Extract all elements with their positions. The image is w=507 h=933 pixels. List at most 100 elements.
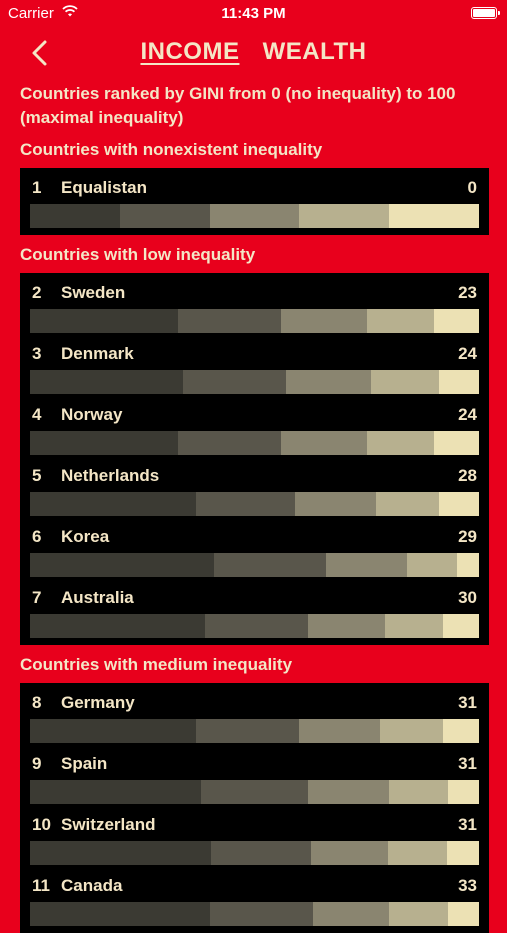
income-distribution-bar	[30, 553, 479, 577]
country-row[interactable]: 1 Equalistan 0	[30, 172, 479, 229]
country-row[interactable]: 2 Sweden 23	[30, 277, 479, 334]
income-distribution-bar	[30, 492, 479, 516]
quintile-segment-1	[30, 553, 215, 577]
nav-bar: INCOME WEALTH	[0, 28, 507, 78]
quintile-segment-4	[366, 431, 435, 455]
gini-value: 33	[458, 876, 477, 895]
income-distribution-bar	[30, 719, 479, 743]
quintile-segment-4	[366, 309, 435, 333]
quintile-segment-5	[443, 719, 479, 743]
quintile-segment-5	[443, 614, 479, 638]
country-rank: 1	[32, 178, 42, 197]
country-group: 8 Germany 31 9 Spain 31 10 Switzerland 31 11 Canad…	[20, 683, 489, 933]
quintile-segment-1	[30, 492, 197, 516]
quintile-segment-4	[389, 780, 448, 804]
country-name: Norway	[61, 405, 123, 424]
quintile-segment-3	[285, 370, 372, 394]
country-row[interactable]: 8 Germany 31	[30, 687, 479, 744]
quintile-segment-1	[30, 841, 212, 865]
back-chevron-icon[interactable]	[26, 38, 54, 68]
country-group: 2 Sweden 23 3 Denmark 24 4 Norway 24 5 Netherlands…	[20, 273, 489, 645]
quintile-segment-5	[447, 841, 479, 865]
quintile-segment-4	[384, 614, 444, 638]
quintile-segment-3	[299, 719, 381, 743]
country-row[interactable]: 10 Switzerland 31	[30, 809, 479, 866]
country-rank: 5	[32, 466, 42, 485]
status-time: 11:43 PM	[221, 5, 286, 22]
country-rank: 9	[32, 754, 42, 773]
country-row[interactable]: 3 Denmark 24	[30, 338, 479, 395]
country-name: Switzerland	[61, 815, 156, 834]
country-header: 3 Denmark 24	[30, 342, 479, 366]
quintile-segment-4	[407, 553, 457, 577]
country-header: 8 Germany 31	[30, 691, 479, 715]
country-header: 1 Equalistan 0	[30, 176, 479, 200]
country-rank: 6	[32, 527, 42, 546]
quintile-segment-1	[30, 719, 197, 743]
status-bar: Carrier 11:43 PM	[0, 0, 507, 28]
quintile-segment-2	[196, 719, 300, 743]
country-header: 9 Spain 31	[30, 752, 479, 776]
gini-value: 24	[458, 405, 477, 424]
country-name: Spain	[61, 754, 108, 773]
tab-bar: INCOME WEALTH	[0, 38, 507, 66]
quintile-segment-5	[389, 204, 479, 228]
income-distribution-bar	[30, 614, 479, 638]
country-header: 7 Australia 30	[30, 586, 479, 610]
country-row[interactable]: 4 Norway 24	[30, 399, 479, 456]
country-header: 5 Netherlands 28	[30, 464, 479, 488]
country-rank: 3	[32, 344, 42, 363]
country-rank: 7	[32, 588, 42, 607]
battery-icon	[471, 7, 500, 19]
country-row[interactable]: 5 Netherlands 28	[30, 460, 479, 517]
income-distribution-bar	[30, 841, 479, 865]
country-row[interactable]: 7 Australia 30	[30, 582, 479, 639]
country-name: Australia	[61, 588, 134, 607]
quintile-segment-5	[438, 370, 479, 394]
quintile-segment-3	[281, 431, 367, 455]
income-distribution-bar	[30, 204, 479, 228]
country-header: 4 Norway 24	[30, 403, 479, 427]
quintile-segment-2	[178, 431, 282, 455]
quintile-segment-5	[438, 492, 479, 516]
gini-value: 30	[458, 588, 477, 607]
country-header: 11 Canada 33	[30, 874, 479, 898]
gini-value: 24	[458, 344, 477, 363]
quintile-segment-5	[447, 780, 479, 804]
gini-value: 31	[458, 754, 477, 773]
country-rank: 11	[32, 876, 50, 895]
country-group: 1 Equalistan 0	[20, 168, 489, 235]
tab-income[interactable]: INCOME	[140, 38, 240, 65]
country-name: Netherlands	[61, 466, 160, 485]
section-title: Countries with nonexistent inequality	[20, 140, 323, 159]
country-row[interactable]: 9 Spain 31	[30, 748, 479, 805]
gini-value: 0	[467, 178, 477, 197]
country-row[interactable]: 11 Canada 33	[30, 870, 479, 927]
quintile-segment-3	[308, 780, 390, 804]
country-header: 6 Korea 29	[30, 525, 479, 549]
country-header: 10 Switzerland 31	[30, 813, 479, 837]
gini-value: 31	[458, 815, 477, 834]
tab-wealth[interactable]: WEALTH	[262, 38, 367, 65]
quintile-segment-4	[389, 902, 448, 926]
quintile-segment-2	[211, 841, 312, 865]
gini-value: 23	[458, 283, 477, 302]
gini-value: 31	[458, 693, 477, 712]
quintile-segment-2	[196, 492, 295, 516]
quintile-segment-2	[214, 553, 327, 577]
quintile-segment-2	[200, 780, 309, 804]
country-rank: 2	[32, 283, 42, 302]
quintile-segment-3	[326, 553, 408, 577]
quintile-segment-4	[375, 492, 439, 516]
quintile-segment-1	[30, 204, 120, 228]
quintile-segment-1	[30, 309, 179, 333]
country-name: Korea	[61, 527, 110, 546]
country-rank: 10	[32, 815, 51, 834]
country-row[interactable]: 6 Korea 29	[30, 521, 479, 578]
gini-value: 28	[458, 466, 477, 485]
intro-text: Countries ranked by GINI from 0 (no ineq…	[20, 84, 456, 127]
ranking-list[interactable]: Countries ranked by GINI from 0 (no ineq…	[0, 82, 507, 933]
country-name: Denmark	[61, 344, 134, 363]
wifi-icon	[62, 5, 78, 17]
country-name: Sweden	[61, 283, 126, 302]
